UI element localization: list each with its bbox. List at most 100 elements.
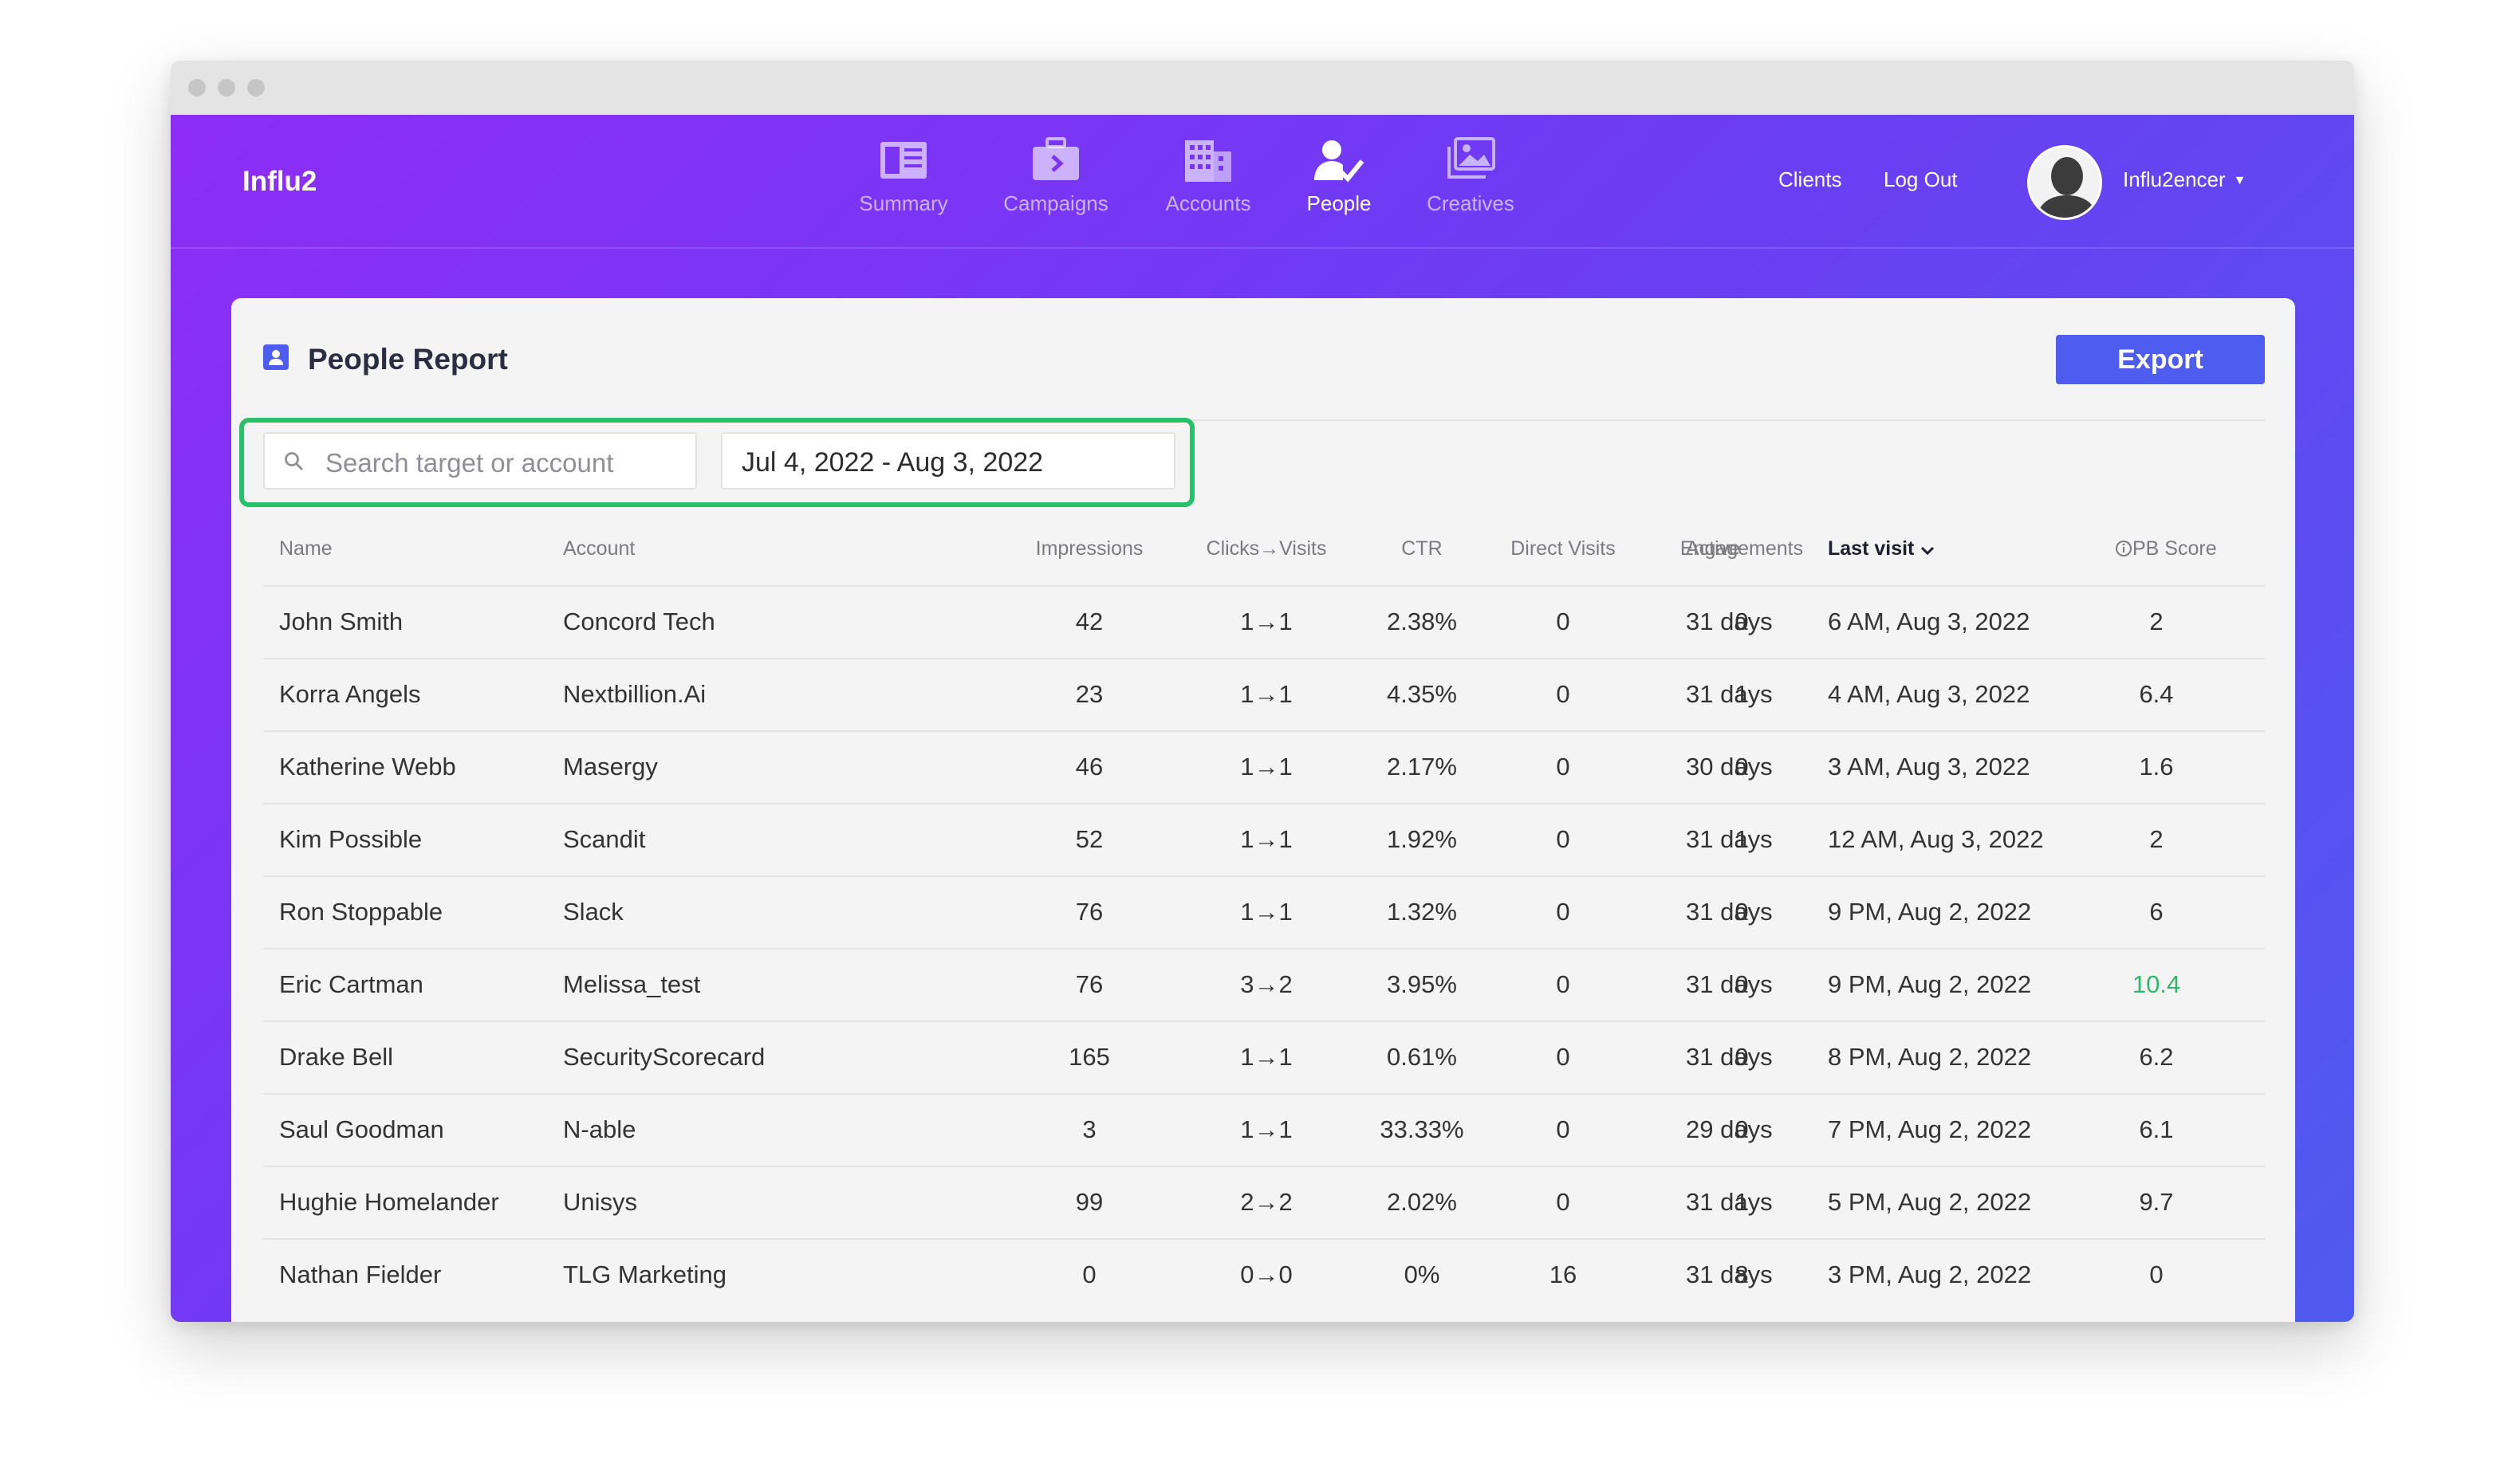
cell-name[interactable]: Nathan Fielder (279, 1260, 442, 1288)
table-row[interactable]: John Smith Concord Tech 42 1→1 2.38% 0 0 31 day… (231, 587, 2295, 659)
search-input[interactable]: Search target or account (263, 432, 697, 490)
date-range-picker[interactable]: Jul 4, 2022 - Aug 3, 2022 (721, 432, 1175, 490)
summary-icon (836, 137, 971, 187)
cell-last-visit: 5 PM, Aug 2, 2022 (1828, 1188, 2032, 1216)
cell-name[interactable]: Kim Possible (279, 825, 423, 853)
cell-active: 31 days (1686, 970, 1773, 998)
nav-item-accounts[interactable]: Accounts (1140, 137, 1276, 216)
col-ctr[interactable]: CTR (1401, 537, 1443, 560)
table-row[interactable]: Drake Bell SecurityScorecard 165 1→1 0.61% 0 0… (231, 1022, 2295, 1095)
cell-last-visit: 9 PM, Aug 2, 2022 (1828, 898, 2032, 926)
table-row[interactable]: Nathan Fielder TLG Marketing 0 0→0 0% 16 8 31 d… (231, 1240, 2295, 1312)
cell-ctr: 4.35% (1387, 680, 1457, 708)
user-name: Influ2encer (2123, 167, 2226, 191)
cell-last-visit: 8 PM, Aug 2, 2022 (1828, 1043, 2032, 1071)
cell-active: 31 days (1686, 1188, 1773, 1216)
cell-ctr: 33.33% (1380, 1115, 1464, 1143)
export-button[interactable]: Export (2056, 335, 2265, 384)
cell-engagements: 0 (1734, 608, 1749, 635)
window-dot-maximize[interactable] (247, 79, 265, 96)
table-divider (263, 1166, 2265, 1167)
window-dot-close[interactable] (188, 79, 206, 96)
nav-item-people[interactable]: People (1271, 137, 1407, 216)
cell-impressions: 3 (1082, 1115, 1097, 1143)
brand-logo[interactable]: Influ2 (242, 166, 317, 197)
cell-account[interactable]: Nextbillion.Ai (563, 680, 707, 708)
table-row[interactable]: Hughie Homelander Unisys 99 2→2 2.02% 0 1 31 da… (231, 1167, 2295, 1240)
cell-account[interactable]: Masergy (563, 753, 658, 781)
cell-account[interactable]: Slack (563, 898, 624, 926)
cell-active: 29 days (1686, 1115, 1773, 1143)
col-direct-visits[interactable]: Direct Visits (1510, 537, 1616, 560)
cell-pb-score: 6.2 (2139, 1043, 2174, 1071)
cell-pb-score: 0 (2149, 1260, 2164, 1288)
cell-name[interactable]: Katherine Webb (279, 753, 456, 781)
table-row[interactable]: Ron Stoppable Slack 76 1→1 1.32% 0 0 31 days 9 P… (231, 877, 2295, 950)
chevron-down-icon (1920, 541, 1935, 557)
table-divider (263, 1238, 2265, 1240)
cell-impressions: 42 (1075, 608, 1104, 635)
cell-pb-score: 10.4 (2132, 970, 2181, 998)
cell-direct-visits: 0 (1556, 753, 1570, 781)
browser-window: Influ2 Summary Campaigns Accounts (171, 61, 2354, 1322)
nav-item-campaigns[interactable]: Campaigns (988, 137, 1124, 216)
col-engagements[interactable]: Engagements (1679, 537, 1804, 560)
cell-account[interactable]: SecurityScorecard (563, 1043, 766, 1071)
cell-name[interactable]: Ron Stoppable (279, 898, 443, 926)
cell-engagements: 0 (1734, 753, 1749, 781)
cell-direct-visits: 0 (1556, 608, 1570, 635)
col-account[interactable]: Account (563, 537, 636, 560)
cell-account[interactable]: Melissa_test (563, 970, 701, 998)
col-last-visit-label: Last visit (1828, 537, 1915, 560)
cell-account[interactable]: N-able (563, 1115, 636, 1143)
cell-engagements: 0 (1734, 1115, 1749, 1143)
col-name[interactable]: Name (279, 537, 333, 560)
table-row[interactable]: Eric Cartman Melissa_test 76 3→2 3.95% 0 0 31 d… (231, 950, 2295, 1022)
cell-name[interactable]: Saul Goodman (279, 1115, 444, 1143)
nav-item-creatives[interactable]: Creatives (1403, 137, 1538, 216)
cell-clicks-visits: 2→2 (1240, 1188, 1293, 1216)
cell-pb-score: 1.6 (2139, 753, 2174, 781)
cell-name[interactable]: Drake Bell (279, 1043, 393, 1071)
cell-account[interactable]: Concord Tech (563, 608, 715, 635)
cell-name[interactable]: Korra Angels (279, 680, 421, 708)
cell-name[interactable]: Hughie Homelander (279, 1188, 499, 1216)
cell-active: 31 days (1686, 1260, 1773, 1288)
cell-account[interactable]: Unisys (563, 1188, 638, 1216)
table-row[interactable]: Katherine Webb Masergy 46 1→1 2.17% 0 0 30 days… (231, 732, 2295, 804)
col-impressions[interactable]: Impressions (1035, 537, 1144, 560)
col-active[interactable]: Active (1686, 537, 1741, 560)
cell-active: 31 days (1686, 680, 1773, 708)
cell-last-visit: 3 PM, Aug 2, 2022 (1828, 1260, 2032, 1288)
briefcase-icon (988, 137, 1124, 187)
logout-link[interactable]: Log Out (1884, 167, 1958, 191)
cell-impressions: 46 (1075, 753, 1104, 781)
search-icon (285, 452, 303, 470)
avatar[interactable] (2027, 145, 2102, 220)
cell-last-visit: 7 PM, Aug 2, 2022 (1828, 1115, 2032, 1143)
table-row[interactable]: Saul Goodman N-able 3 1→1 33.33% 0 0 29 days 7 P… (231, 1095, 2295, 1167)
col-clicks-visits[interactable]: Clicks→Visits (1206, 537, 1327, 560)
cell-name[interactable]: Eric Cartman (279, 970, 423, 998)
window-dot-minimize[interactable] (218, 79, 235, 96)
nav-item-summary[interactable]: Summary (836, 137, 971, 216)
cell-name[interactable]: John Smith (279, 608, 404, 635)
cell-active: 31 days (1686, 898, 1773, 926)
cell-clicks-visits: 3→2 (1240, 970, 1293, 998)
filter-highlight (239, 418, 1195, 507)
clients-link[interactable]: Clients (1778, 167, 1842, 191)
cell-direct-visits: 0 (1556, 1115, 1570, 1143)
cell-direct-visits: 0 (1556, 1188, 1570, 1216)
user-menu[interactable]: Influ2encer ▼ (2123, 167, 2246, 192)
cell-clicks-visits: 0→0 (1240, 1260, 1293, 1288)
cell-account[interactable]: Scandit (563, 825, 646, 853)
cell-last-visit: 3 AM, Aug 3, 2022 (1828, 753, 2030, 781)
table-row[interactable]: Kim Possible Scandit 52 1→1 1.92% 0 1 31 days 12… (231, 804, 2295, 877)
table-row[interactable]: Korra Angels Nextbillion.Ai 23 1→1 4.35% 0 1 31… (231, 659, 2295, 732)
col-last-visit[interactable]: Last visit (1828, 537, 1935, 560)
divider (263, 419, 2265, 421)
chevron-down-icon: ▼ (2233, 174, 2246, 188)
cell-ctr: 1.92% (1387, 825, 1457, 853)
cell-account[interactable]: TLG Marketing (563, 1260, 727, 1288)
col-pb-score[interactable]: PB Score (2115, 537, 2217, 560)
